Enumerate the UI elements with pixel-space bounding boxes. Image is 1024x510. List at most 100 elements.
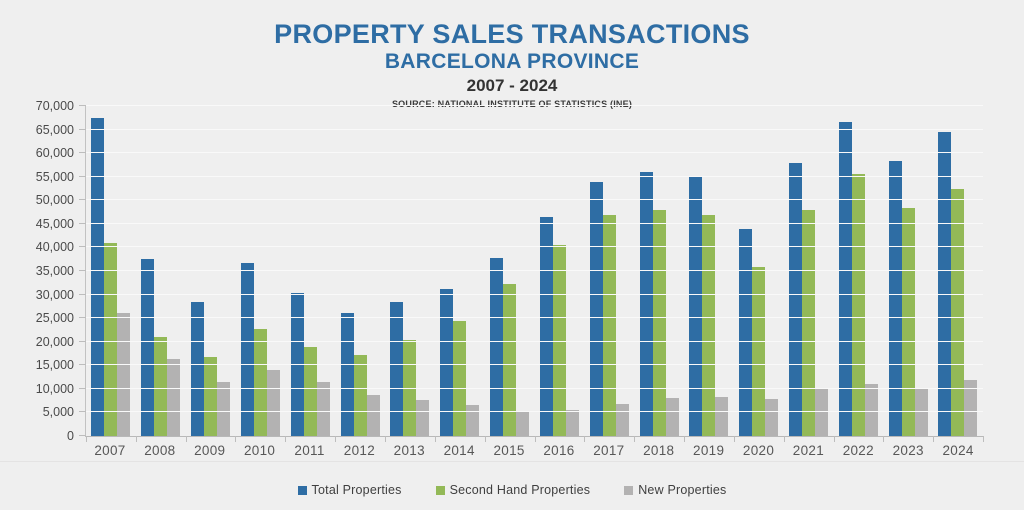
x-axis-label-2016: 2016 [543, 443, 575, 458]
bar-new-properties-2009 [217, 382, 231, 436]
x-axis-tick [384, 436, 386, 442]
y-axis-tick [79, 246, 86, 248]
bar-group-2024 [933, 106, 983, 436]
bar-new-properties-2021 [815, 388, 828, 436]
x-axis-tick [983, 436, 984, 442]
x-axis-tick [235, 436, 237, 442]
legend-label: New Properties [638, 483, 727, 497]
legend-label: Second Hand Properties [449, 483, 591, 497]
bar-second-hand-properties-2016 [552, 244, 566, 436]
bar-group-2011 [285, 106, 335, 436]
legend-swatch-icon [624, 485, 634, 495]
y-axis-label: 35,000 [35, 264, 74, 278]
y-axis-label: 45,000 [35, 216, 74, 231]
x-axis-label-2007: 2007 [94, 443, 126, 458]
bar-group-2023 [883, 106, 933, 436]
bar-new-properties-2018 [665, 398, 679, 436]
x-axis-tick [783, 436, 785, 442]
y-axis-tick [79, 340, 86, 342]
bar-group-2017 [584, 106, 634, 436]
bar-new-properties-2007 [117, 313, 131, 436]
bar-group-2016 [534, 106, 584, 436]
y-axis-tick [79, 105, 86, 106]
x-axis-tick [584, 436, 586, 442]
bar-second-hand-properties-2013 [403, 339, 417, 436]
bar-group-2014 [435, 106, 485, 436]
legend: Total Properties Second Hand Properties Ne… [0, 483, 1024, 497]
bar-total-properties-2014 [440, 288, 454, 436]
bar-second-hand-properties-2018 [652, 210, 666, 436]
x-axis-tick [833, 436, 835, 442]
bar-group-2015 [485, 106, 535, 436]
y-axis-label: 0 [67, 429, 74, 443]
y-axis-label: 5,000 [42, 405, 74, 420]
bar-total-properties-2015 [490, 258, 504, 436]
y-axis-tick [79, 175, 86, 177]
bar-new-properties-2014 [466, 404, 480, 436]
x-axis-tick [185, 436, 187, 442]
bar-total-properties-2011 [290, 292, 304, 436]
bar-second-hand-properties-2009 [204, 357, 218, 436]
x-axis-tick [484, 436, 486, 442]
y-axis-label: 30,000 [35, 287, 74, 302]
y-axis-tick [79, 128, 86, 130]
bar-group-2007 [86, 106, 136, 436]
bar-new-properties-2019 [715, 396, 729, 436]
y-axis-tick [79, 270, 86, 271]
bar-group-2013 [385, 106, 435, 436]
legend-swatch-icon [435, 485, 445, 495]
x-axis-label-2018: 2018 [643, 443, 675, 458]
chart-subtitle: BARCELONA PROVINCE [384, 50, 640, 73]
chart-source: SOURCE: NATIONAL INSTITUTE OF STATISTICS… [391, 99, 633, 109]
x-axis-tick [883, 436, 885, 442]
x-axis-label-2012: 2012 [343, 443, 376, 458]
bar-new-properties-2015 [516, 410, 530, 436]
legend-swatch-icon [297, 485, 307, 495]
bar-second-hand-properties-2014 [453, 320, 467, 436]
y-axis-tick [79, 387, 86, 389]
y-axis-tick [79, 411, 86, 413]
bar-new-properties-2008 [167, 358, 181, 436]
bar-total-properties-2021 [789, 162, 802, 436]
bar-group-2019 [684, 106, 734, 436]
bar-second-hand-properties-2019 [702, 215, 716, 436]
bar-total-properties-2018 [639, 172, 653, 436]
bar-total-properties-2020 [739, 228, 753, 436]
bar-total-properties-2009 [191, 302, 205, 436]
y-axis-label: 50,000 [35, 193, 74, 208]
x-axis-label-2010: 2010 [244, 443, 276, 458]
y-axis-label: 20,000 [35, 334, 74, 349]
bar-new-properties-2020 [765, 398, 779, 436]
bar-new-properties-2012 [366, 395, 380, 436]
chart-period: 2007 - 2024 [466, 76, 558, 95]
bar-total-properties-2008 [141, 258, 155, 436]
bar-second-hand-properties-2020 [752, 267, 766, 436]
bar-second-hand-properties-2008 [154, 337, 168, 436]
bar-second-hand-properties-2017 [602, 214, 616, 436]
bar-group-2020 [734, 106, 784, 436]
x-axis-tick [285, 436, 287, 442]
bar-series-container [86, 106, 983, 436]
x-axis-label-2022: 2022 [842, 443, 874, 458]
x-axis-tick [335, 436, 337, 442]
bar-new-properties-2016 [565, 409, 579, 436]
bar-total-properties-2012 [340, 312, 354, 436]
legend-item-second-hand-properties: Second Hand Properties [435, 483, 591, 497]
chart-title: PROPERTY SALES TRANSACTIONS [274, 19, 750, 49]
legend-item-total-properties: Total Properties [297, 483, 402, 497]
bar-group-2008 [136, 106, 186, 436]
bar-total-properties-2022 [838, 121, 852, 436]
bar-total-properties-2013 [390, 301, 404, 436]
x-axis-labels: 2007 2008 2009 2010 2011 2012 2013 2014 2015 2016… [85, 443, 983, 458]
x-axis-label-2021: 2021 [792, 443, 825, 458]
bar-second-hand-properties-2007 [104, 242, 118, 436]
bar-group-2018 [634, 106, 684, 436]
y-axis-label: 10,000 [35, 381, 74, 396]
y-axis-label: 15,000 [35, 358, 74, 373]
bar-second-hand-properties-2012 [353, 354, 367, 436]
bar-total-properties-2024 [938, 131, 952, 436]
y-axis-label: 40,000 [35, 240, 74, 255]
bar-total-properties-2023 [888, 160, 902, 436]
bar-group-2012 [335, 106, 385, 436]
